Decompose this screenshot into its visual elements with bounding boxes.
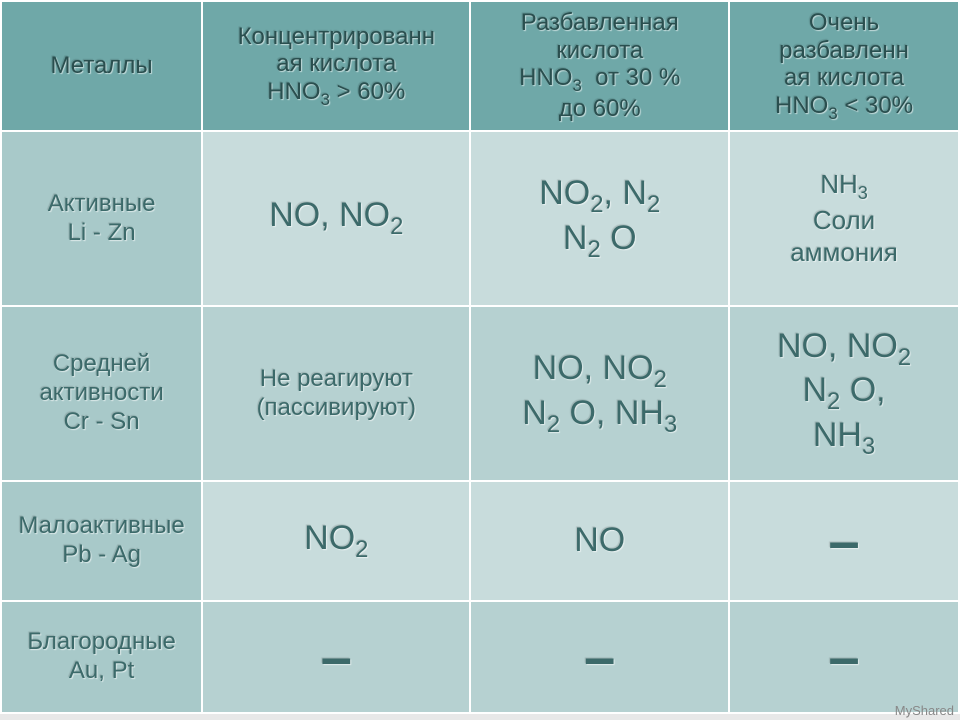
acid-reaction-table: Металлы Концентрированная кислотаHNO3 > … bbox=[0, 0, 960, 714]
watermark: MyShared bbox=[895, 703, 954, 718]
header-very-dilute: Оченьразбавленная кислотаHNO3 < 30% bbox=[729, 1, 959, 131]
slide: Металлы Концентрированная кислотаHNO3 > … bbox=[0, 0, 960, 720]
cell: Не реагируют(пассивируют) bbox=[202, 306, 470, 481]
cell: NO, NO2 bbox=[202, 131, 470, 306]
row-label-noble: БлагородныеAu, Pt bbox=[1, 601, 202, 713]
cell: NO, NO2N2 O,NH3 bbox=[729, 306, 959, 481]
table-row: БлагородныеAu, Pt – – – bbox=[1, 601, 959, 713]
table-row: СреднейактивностиCr - Sn Не реагируют(па… bbox=[1, 306, 959, 481]
table-row: АктивныеLi - Zn NO, NO2 NO2, N2N2 O NH3С… bbox=[1, 131, 959, 306]
cell-dash: – bbox=[470, 601, 729, 713]
header-metals: Металлы bbox=[1, 1, 202, 131]
cell: NO2 bbox=[202, 481, 470, 601]
header-row: Металлы Концентрированная кислотаHNO3 > … bbox=[1, 1, 959, 131]
cell: NO2, N2N2 O bbox=[470, 131, 729, 306]
cell-dash: – bbox=[729, 481, 959, 601]
header-dilute: РазбавленнаякислотаHNO3 от 30 %до 60% bbox=[470, 1, 729, 131]
row-label-active: АктивныеLi - Zn bbox=[1, 131, 202, 306]
cell: NO, NO2N2 O, NH3 bbox=[470, 306, 729, 481]
cell: NO bbox=[470, 481, 729, 601]
cell-dash: – bbox=[729, 601, 959, 713]
cell: NH3Солиаммония bbox=[729, 131, 959, 306]
cell-dash: – bbox=[202, 601, 470, 713]
table-row: МалоактивныеPb - Ag NO2 NO – bbox=[1, 481, 959, 601]
row-label-medium: СреднейактивностиCr - Sn bbox=[1, 306, 202, 481]
row-label-low: МалоактивныеPb - Ag bbox=[1, 481, 202, 601]
header-conc: Концентрированная кислотаHNO3 > 60% bbox=[202, 1, 470, 131]
